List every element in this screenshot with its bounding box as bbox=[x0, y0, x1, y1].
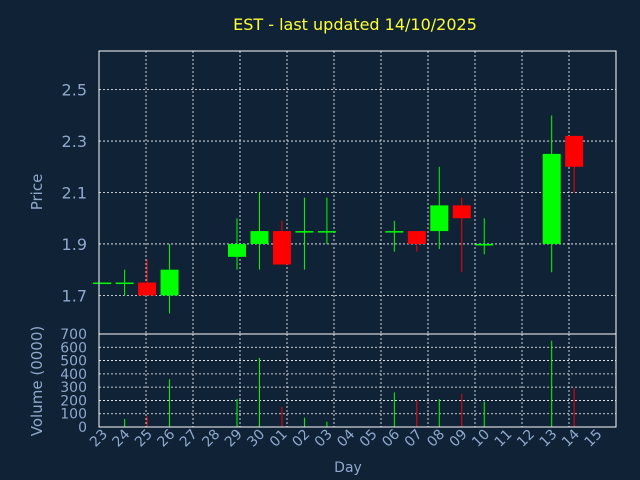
chart-title: EST - last updated 14/10/2025 bbox=[233, 15, 477, 34]
candles bbox=[93, 115, 584, 314]
price-tick-label: 1.9 bbox=[62, 235, 87, 254]
candle bbox=[452, 197, 471, 273]
candle bbox=[542, 115, 561, 273]
candle bbox=[93, 282, 112, 285]
candle bbox=[430, 166, 449, 250]
volume-tick-label: 300 bbox=[60, 380, 87, 396]
volume-tick-label: 700 bbox=[60, 327, 87, 343]
candle-body bbox=[160, 269, 179, 296]
candle-body bbox=[407, 231, 426, 244]
volume-panel-frame bbox=[98, 333, 617, 428]
volume-gridlines bbox=[99, 334, 616, 427]
candle-body bbox=[295, 231, 314, 233]
candle-body bbox=[475, 243, 494, 246]
candle bbox=[227, 218, 246, 270]
candle-body bbox=[565, 135, 584, 167]
volume-tick-label: 500 bbox=[60, 354, 87, 370]
volume-axis-label: Volume (0000) bbox=[28, 326, 46, 436]
candle-body bbox=[227, 243, 246, 257]
candle bbox=[475, 218, 494, 255]
candle-body bbox=[250, 231, 269, 244]
candle-body bbox=[452, 205, 471, 219]
volume-tick-label: 100 bbox=[60, 407, 87, 423]
candle bbox=[317, 197, 336, 244]
x-axis-label: Day bbox=[334, 460, 362, 476]
candle-body bbox=[272, 231, 291, 265]
candle bbox=[250, 192, 269, 270]
volume-tick-label: 400 bbox=[60, 367, 87, 383]
candle bbox=[565, 135, 584, 193]
candle bbox=[295, 197, 314, 270]
candle-body bbox=[430, 205, 449, 232]
volume-bars bbox=[124, 340, 575, 427]
candle-body bbox=[93, 282, 112, 285]
volume-tick-label: 0 bbox=[78, 420, 87, 436]
candle bbox=[407, 231, 426, 252]
price-tick-label: 1.7 bbox=[62, 286, 87, 305]
price-gridlines bbox=[99, 51, 616, 334]
candle bbox=[272, 220, 291, 265]
candle bbox=[160, 243, 179, 314]
price-tick-label: 2.5 bbox=[62, 81, 87, 100]
candle bbox=[115, 269, 134, 296]
price-tick-label: 2.1 bbox=[62, 184, 87, 203]
candle-body bbox=[542, 153, 561, 244]
candle-body bbox=[115, 282, 134, 285]
x-axis-ticks: 2324252627282930010203040506070809101112… bbox=[87, 426, 605, 450]
price-axis-label: Price bbox=[28, 174, 46, 211]
candle bbox=[138, 259, 157, 296]
candle-body bbox=[385, 231, 404, 233]
candle-body bbox=[138, 282, 157, 296]
volume-tick-label: 200 bbox=[60, 393, 87, 409]
price-y-ticks: 1.7 1.9 2.1 2.3 2.5 bbox=[62, 81, 87, 306]
candle-body bbox=[317, 231, 336, 233]
candle bbox=[385, 220, 404, 252]
price-tick-label: 2.3 bbox=[62, 132, 87, 151]
volume-tick-label: 600 bbox=[60, 340, 87, 356]
